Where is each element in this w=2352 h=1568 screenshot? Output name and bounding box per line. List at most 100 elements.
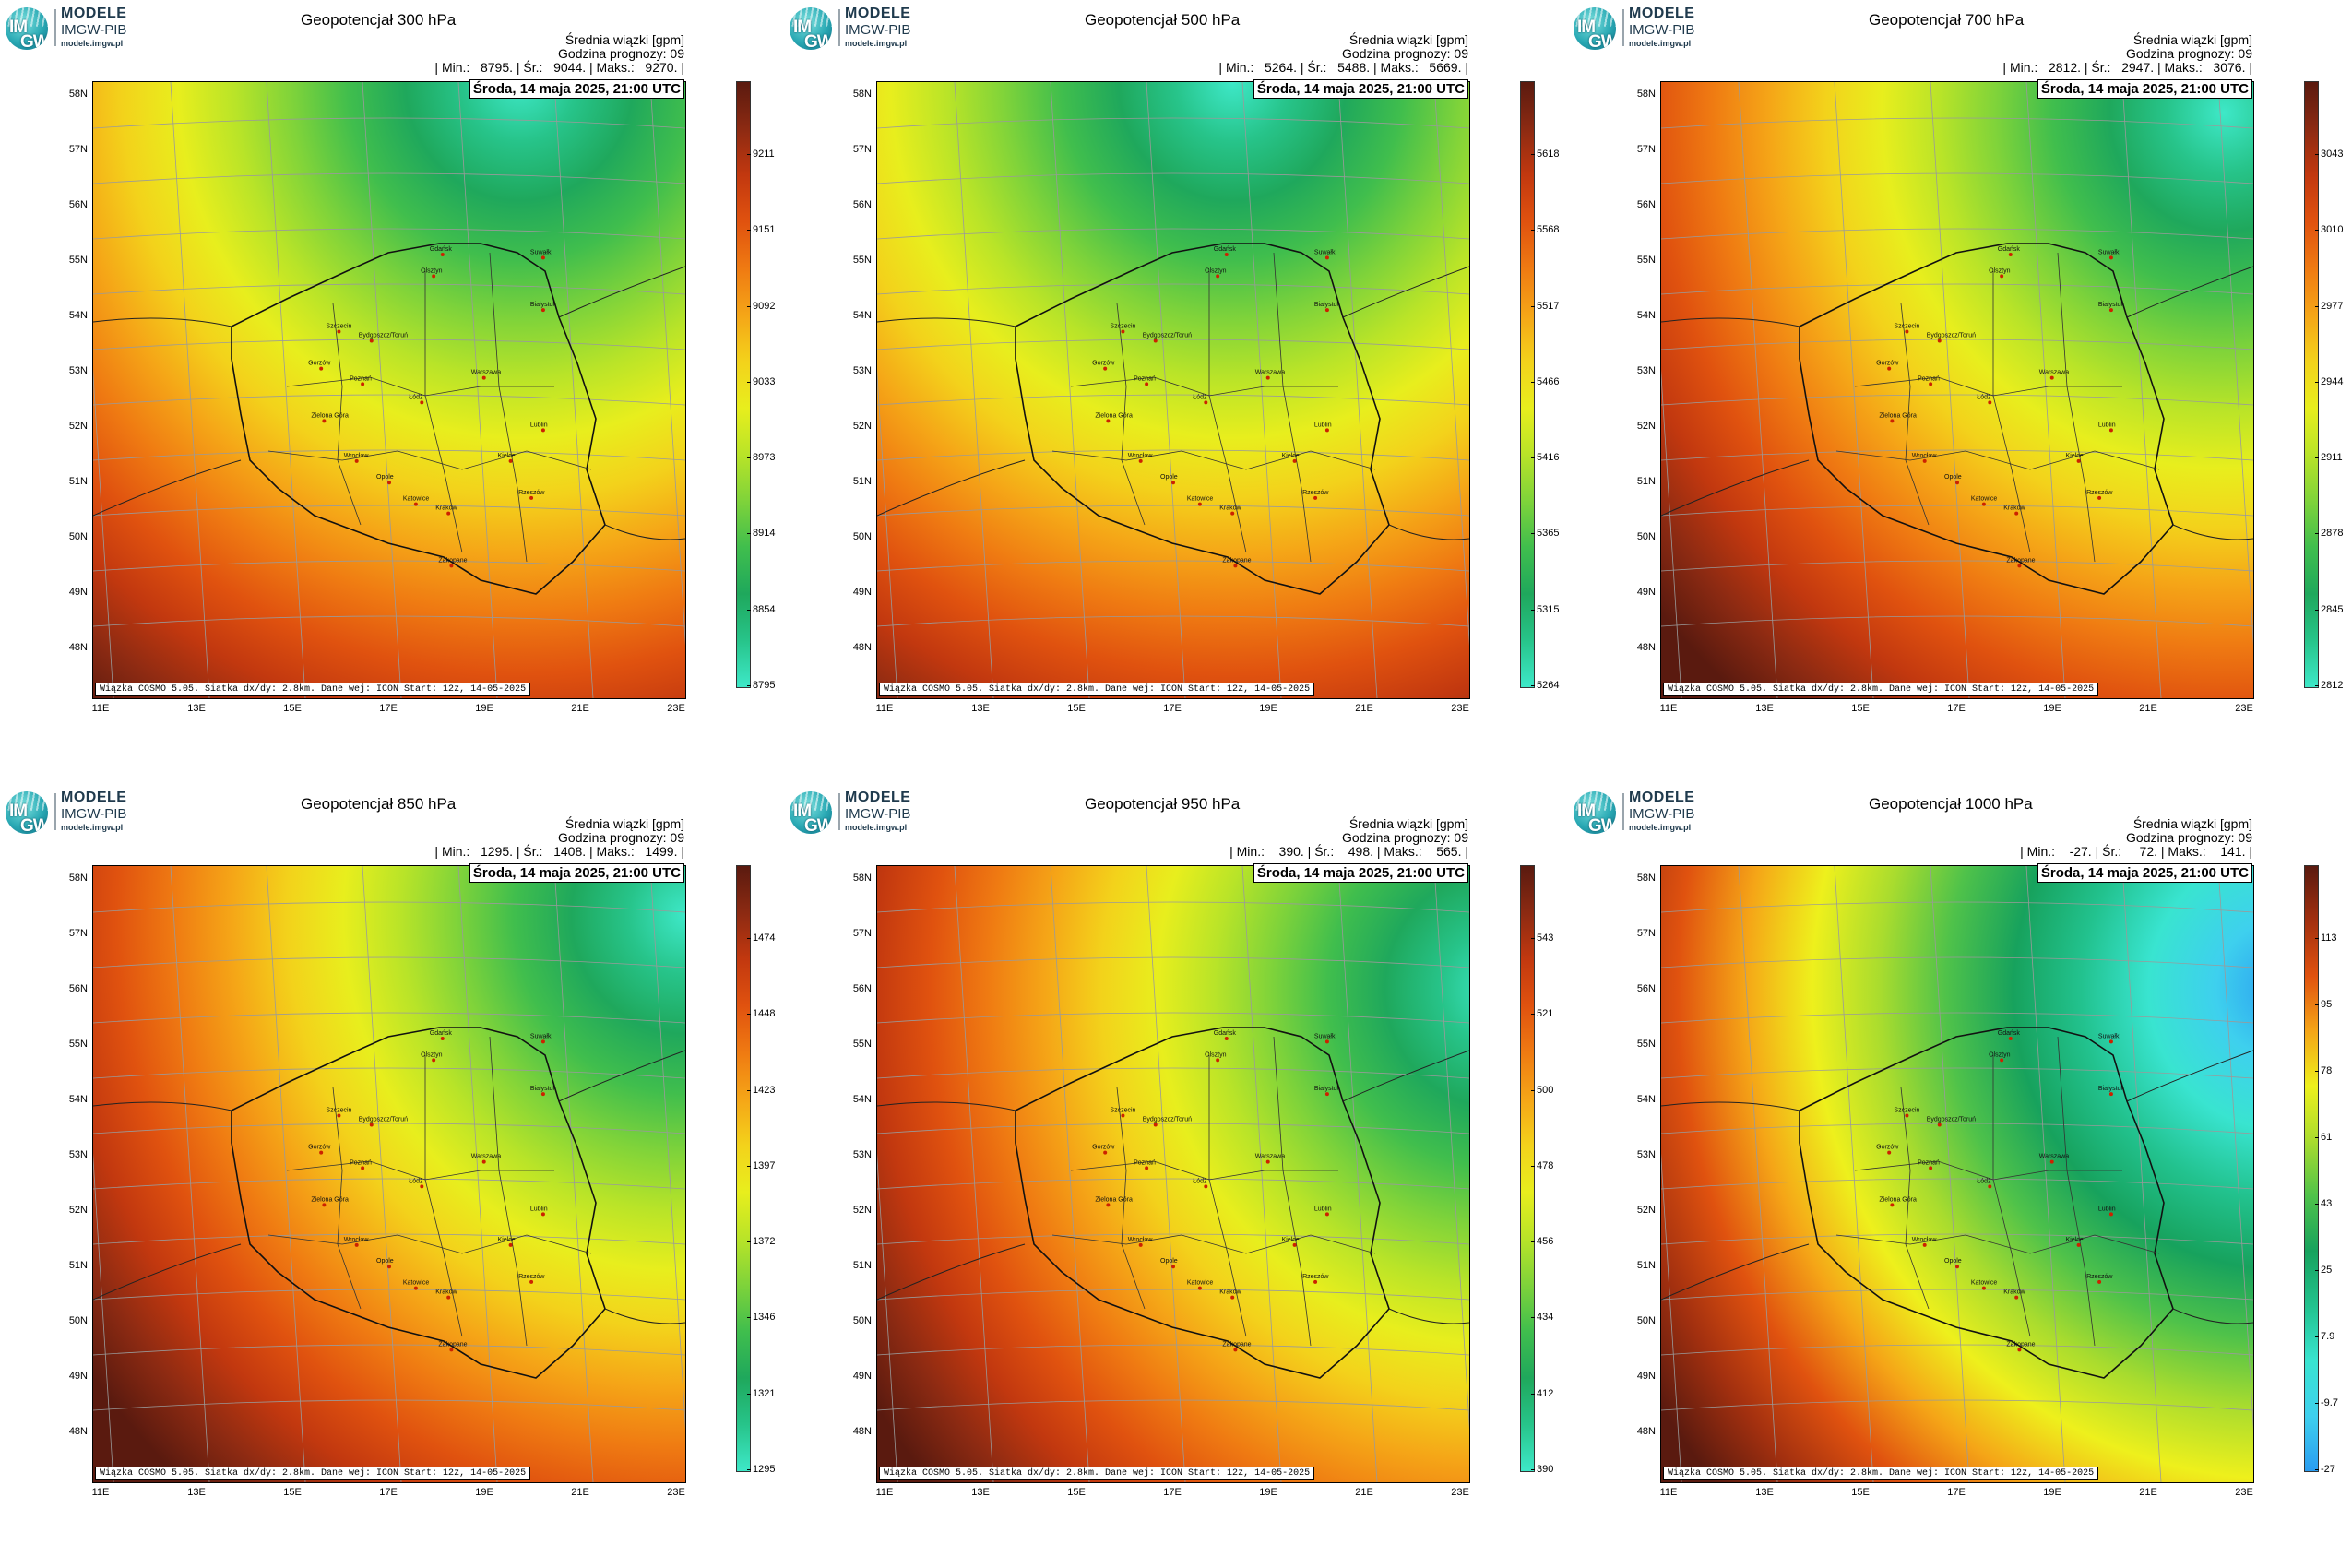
logo-url[interactable]: modele.imgw.pl <box>845 39 908 48</box>
colorbar-tick: 5568 <box>1530 224 1560 236</box>
province-border <box>1273 252 1312 563</box>
latitude-line <box>877 1233 1469 1245</box>
city-label: Warszawa <box>1255 370 1286 376</box>
longitude-label: 11E <box>91 703 110 714</box>
city-marker: Opole <box>1160 474 1178 485</box>
imgw-logo[interactable]: IM GW MODELE IMGW-PIB modele.imgw.pl <box>790 790 946 834</box>
imgw-logo[interactable]: IM GW MODELE IMGW-PIB modele.imgw.pl <box>6 6 162 50</box>
field-stats: | Min.: 1295. | Śr.: 1408. | Maks.: 1499… <box>434 844 684 859</box>
city-label: Kielce <box>1282 1237 1300 1243</box>
latitude-label: 58N <box>852 873 872 884</box>
panel-title: Geopotencjał 500 hPa <box>1085 11 1241 29</box>
city-label: Bydgoszcz/Toruń <box>1143 333 1192 339</box>
city-marker: Katowice <box>403 496 430 506</box>
city-label: Katowice <box>403 496 430 503</box>
logo-url[interactable]: modele.imgw.pl <box>845 823 908 832</box>
latitude-line <box>1661 1123 2253 1134</box>
longitude-label: 11E <box>1659 1487 1678 1498</box>
imgw-logo[interactable]: IM GW MODELE IMGW-PIB modele.imgw.pl <box>790 6 946 50</box>
colorbar-tick: 9033 <box>746 375 776 387</box>
city-dot <box>1197 1286 1202 1290</box>
city-dot <box>1955 481 1959 485</box>
city-marker: Wrocław <box>1128 1237 1153 1247</box>
logo-url[interactable]: modele.imgw.pl <box>1629 823 1692 832</box>
city-dot <box>1922 458 1927 463</box>
city-label: Suwałki <box>530 1033 553 1039</box>
colorbar <box>736 865 751 1472</box>
longitude-line <box>266 82 306 698</box>
city-label: Opole <box>1944 1258 1962 1265</box>
latitude-label: 54N <box>1636 310 1656 321</box>
city-label: Poznań <box>1134 375 1156 382</box>
latitude-label: 50N <box>852 531 872 542</box>
colorbar-tick: 9092 <box>746 300 776 312</box>
city-marker: Olsztyn <box>421 267 443 279</box>
geopotential-field: Gdańsk Olsztyn Suwałki Białystok Szczecin Byd… <box>877 866 1469 1482</box>
city-marker: Warszawa <box>2039 1154 2069 1164</box>
city-dot <box>529 495 534 500</box>
longitude-line <box>170 866 210 1482</box>
city-marker: Gdańsk <box>430 246 452 257</box>
forecast-map: Gdańsk Olsztyn Suwałki Białystok Szczecin Byd… <box>876 865 1470 1483</box>
field-stats: | Min.: 8795. | Śr.: 9044. | Maks.: 9270… <box>434 60 684 75</box>
latitude-line <box>93 1012 685 1024</box>
colorbar-tick: 3010 <box>2314 224 2344 236</box>
city-dot <box>540 428 545 433</box>
city-dot <box>508 458 513 463</box>
imgw-logo[interactable]: IM GW MODELE IMGW-PIB modele.imgw.pl <box>1574 6 1730 50</box>
city-label: Kielce <box>2066 1237 2084 1243</box>
imgw-logo[interactable]: IM GW MODELE IMGW-PIB modele.imgw.pl <box>1574 790 1730 834</box>
units-label: Średnia wiązki [gpm] <box>2132 32 2252 47</box>
longitude-line <box>649 82 685 646</box>
city-label: Suwałki <box>2098 1033 2121 1039</box>
city-label: Poznań <box>1918 375 1940 382</box>
latitude-label: 56N <box>1636 199 1656 210</box>
latitude-label: 58N <box>68 89 88 100</box>
city-marker: Poznań <box>1134 375 1156 386</box>
logo-divider <box>838 793 840 830</box>
city-dot <box>1230 511 1235 516</box>
longitude-label: 15E <box>1067 1487 1086 1498</box>
city-label: Kielce <box>1282 453 1300 459</box>
colorbar-tick: -27 <box>2315 1464 2335 1475</box>
colorbar-tick: 25 <box>2314 1265 2333 1276</box>
city-marker: Katowice <box>403 1280 429 1290</box>
latitude-line <box>877 394 1469 406</box>
city-marker: Olsztyn <box>1989 1051 2011 1063</box>
latitude-line <box>93 560 685 572</box>
city-dot <box>446 1295 451 1300</box>
city-label: Gdańsk <box>1214 246 1237 253</box>
longitude-label: 21E <box>571 703 589 714</box>
logo-subtitle: IMGW-PIB <box>1629 806 1695 822</box>
latitude-label: 54N <box>852 1094 872 1105</box>
longitude-label: 23E <box>1451 1487 1469 1498</box>
longitude-line <box>1050 866 1090 1482</box>
city-label: Suwałki <box>1314 1033 1337 1039</box>
city-marker: Suwałki <box>530 249 552 260</box>
city-label: Kraków <box>435 1289 457 1296</box>
city-marker: Zielona Góra <box>1095 412 1133 423</box>
city-dot <box>1121 329 1125 334</box>
logo-url[interactable]: modele.imgw.pl <box>1629 39 1692 48</box>
city-dot <box>481 375 486 380</box>
colorbar-tick: 1295 <box>746 1464 776 1475</box>
longitude-line <box>1433 866 1469 1430</box>
colorbar-tick: 3043 <box>2314 148 2344 160</box>
city-label: Poznań <box>1918 1159 1940 1166</box>
latitude-line <box>93 1067 685 1079</box>
longitude-label: 17E <box>379 703 398 714</box>
forecast-map: Gdańsk Olsztyn Suwałki Białystok Szczecin Byd… <box>1660 865 2254 1483</box>
logo-url[interactable]: modele.imgw.pl <box>61 39 124 48</box>
city-dot <box>319 1150 324 1155</box>
geopotential-field: Gdańsk Olsztyn Suwałki Białystok Szczecin Byd… <box>1661 82 2253 698</box>
city-label: Olsztyn <box>421 267 442 274</box>
latitude-line <box>93 1123 685 1134</box>
latitude-label: 49N <box>1636 587 1656 598</box>
longitude-line <box>362 82 402 698</box>
longitude-label: 17E <box>1163 703 1182 714</box>
colorbar-tick: 5466 <box>1530 375 1560 387</box>
logo-url[interactable]: modele.imgw.pl <box>61 823 124 832</box>
imgw-logo[interactable]: IM GW MODELE IMGW-PIB modele.imgw.pl <box>6 790 162 834</box>
valid-date: Środa, 14 maja 2025, 21:00 UTC <box>469 79 684 99</box>
colorbar-tick: 434 <box>1530 1312 1554 1324</box>
